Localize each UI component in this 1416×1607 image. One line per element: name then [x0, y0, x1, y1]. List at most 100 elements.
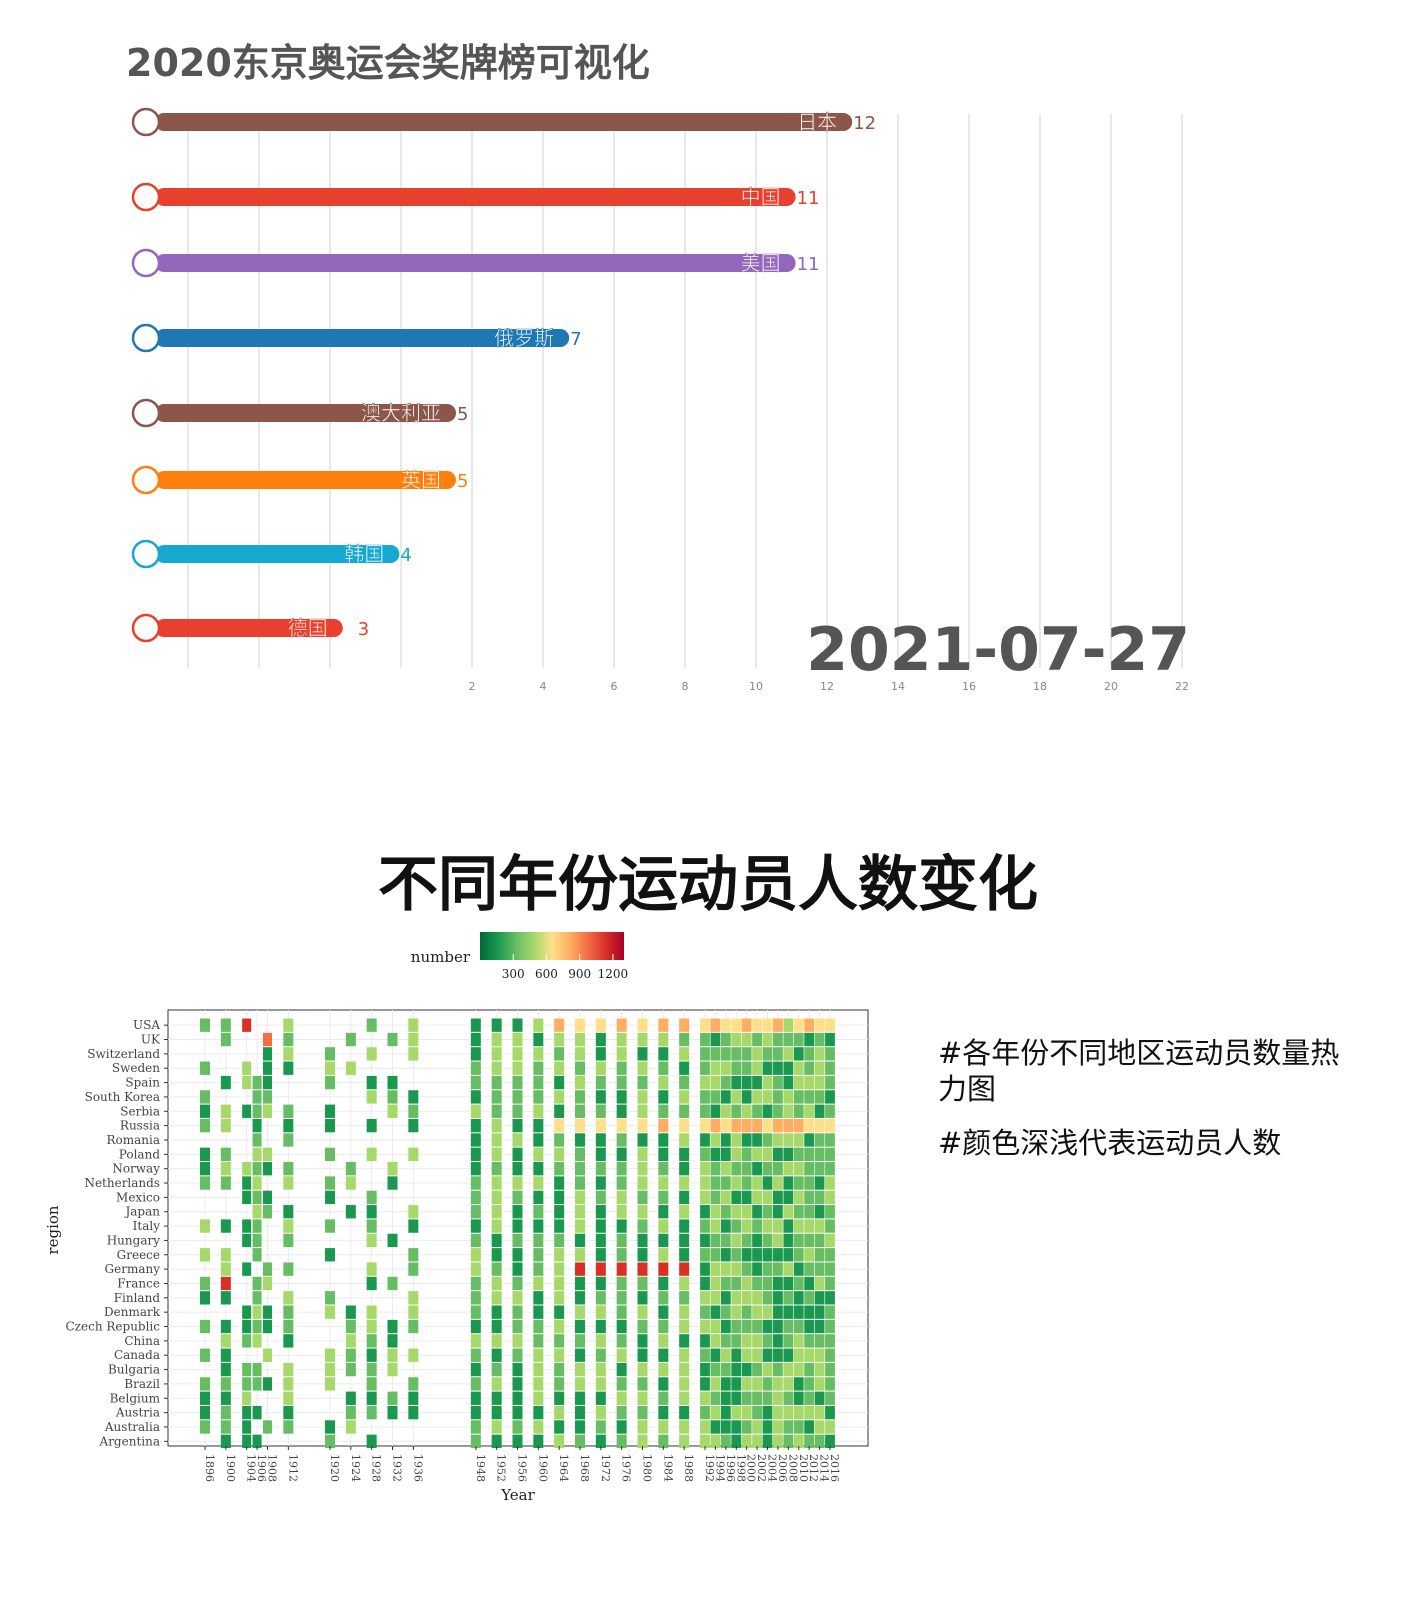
heatmap-cell: [346, 1176, 356, 1189]
heatmap-cell: [554, 1090, 564, 1103]
athlete-heatmap: number300 600 900 1200USAUKSwitzerlandSwede…: [0, 930, 1416, 1580]
heatmap-cell: [711, 1320, 721, 1333]
heatmap-cell: [638, 1019, 648, 1032]
heatmap-cell: [700, 1435, 710, 1448]
heatmap-cell: [773, 1062, 783, 1075]
heatmap-cell: [773, 1076, 783, 1089]
heatmap-cell: [658, 1191, 668, 1204]
heatmap-cell: [617, 1248, 627, 1261]
heatmap-cell: [533, 1105, 543, 1118]
heatmap-cell: [263, 1306, 272, 1319]
heatmap-cell: [596, 1033, 606, 1046]
heatmap-cell: [471, 1392, 481, 1405]
x-tick-label: 1936: [411, 1454, 424, 1482]
heatmap-cell: [804, 1248, 814, 1261]
bar-value: 7: [570, 329, 581, 350]
heatmap-cell: [253, 1363, 262, 1376]
heatmap-cell: [679, 1062, 689, 1075]
heatmap-cell: [253, 1277, 262, 1290]
heatmap-cell: [679, 1090, 689, 1103]
heatmap-cell: [815, 1033, 825, 1046]
heatmap-cell: [554, 1205, 564, 1218]
heatmap-cell: [617, 1219, 627, 1232]
heatmap-cell: [617, 1234, 627, 1247]
heatmap-cell: [700, 1363, 710, 1376]
heatmap-cell: [513, 1349, 523, 1362]
heatmap-cell: [679, 1148, 689, 1161]
heatmap-cell: [783, 1392, 793, 1405]
heatmap-cell: [533, 1062, 543, 1075]
heatmap-cell: [731, 1162, 741, 1175]
heatmap-cell: [752, 1334, 762, 1347]
heatmap-cell: [783, 1076, 793, 1089]
heatmap-cell: [700, 1205, 710, 1218]
x-tick-label: 1948: [474, 1454, 487, 1482]
heatmap-cell: [783, 1148, 793, 1161]
heatmap-cell: [367, 1349, 377, 1362]
heatmap-cell: [242, 1219, 251, 1232]
heatmap-cell: [731, 1062, 741, 1075]
heatmap-cell: [554, 1248, 564, 1261]
heatmap-cell: [658, 1047, 668, 1060]
heatmap-cell: [721, 1119, 731, 1132]
heatmap-cell: [794, 1191, 804, 1204]
region-label: Finland: [114, 1291, 161, 1305]
circle-outline-icon: [133, 250, 159, 276]
heatmap-cell: [804, 1148, 814, 1161]
heatmap-cell: [596, 1349, 606, 1362]
heatmap-cell: [221, 1420, 231, 1433]
heatmap-cell: [492, 1133, 502, 1146]
heatmap-cell: [742, 1219, 752, 1232]
heatmap-cell: [679, 1133, 689, 1146]
heatmap-cell: [815, 1262, 825, 1275]
heatmap-cell: [617, 1262, 627, 1275]
heatmap-cell: [554, 1377, 564, 1390]
heatmap-cell: [221, 1033, 231, 1046]
heatmap-cell: [596, 1291, 606, 1304]
heatmap-cell: [638, 1234, 648, 1247]
x-tick-label: 4: [540, 680, 547, 693]
heatmap-cell: [794, 1363, 804, 1376]
x-tick-label: 2016: [828, 1454, 841, 1482]
heatmap-cell: [575, 1248, 585, 1261]
heatmap-cell: [679, 1377, 689, 1390]
heatmap-cell: [742, 1392, 752, 1405]
heatmap-cell: [804, 1349, 814, 1362]
heatmap-cell: [721, 1349, 731, 1362]
heatmap-cell: [783, 1205, 793, 1218]
region-label: Switzerland: [87, 1047, 160, 1061]
heatmap-cell: [596, 1334, 606, 1347]
heatmap-cell: [752, 1320, 762, 1333]
heatmap-cell: [804, 1334, 814, 1347]
heatmap-cell: [554, 1019, 564, 1032]
heatmap-cell: [554, 1162, 564, 1175]
heatmap-cell: [575, 1062, 585, 1075]
heatmap-cell: [721, 1334, 731, 1347]
heatmap-cell: [815, 1219, 825, 1232]
heatmap-cell: [283, 1219, 293, 1232]
heatmap-cell: [815, 1148, 825, 1161]
heatmap-cell: [794, 1205, 804, 1218]
heatmap-cell: [253, 1076, 262, 1089]
heatmap-cell: [825, 1349, 835, 1362]
heatmap-cell: [658, 1019, 668, 1032]
heatmap-cell: [617, 1162, 627, 1175]
heatmap-cell: [742, 1262, 752, 1275]
heatmap-cell: [752, 1062, 762, 1075]
heatmap-cell: [408, 1119, 418, 1132]
heatmap-cell: [679, 1392, 689, 1405]
region-label: Bulgaria: [108, 1363, 160, 1377]
heatmap-cell: [367, 1334, 377, 1347]
heatmap-cell: [200, 1162, 210, 1175]
heatmap-cell: [554, 1349, 564, 1362]
heatmap-cell: [492, 1105, 502, 1118]
heatmap-cell: [617, 1133, 627, 1146]
heatmap-cell: [752, 1033, 762, 1046]
heatmap-cell: [658, 1363, 668, 1376]
heatmap-cell: [471, 1320, 481, 1333]
heatmap-cell: [815, 1162, 825, 1175]
heatmap-cell: [221, 1291, 231, 1304]
heatmap-cell: [513, 1291, 523, 1304]
heatmap-cell: [721, 1420, 731, 1433]
heatmap-cell: [700, 1162, 710, 1175]
